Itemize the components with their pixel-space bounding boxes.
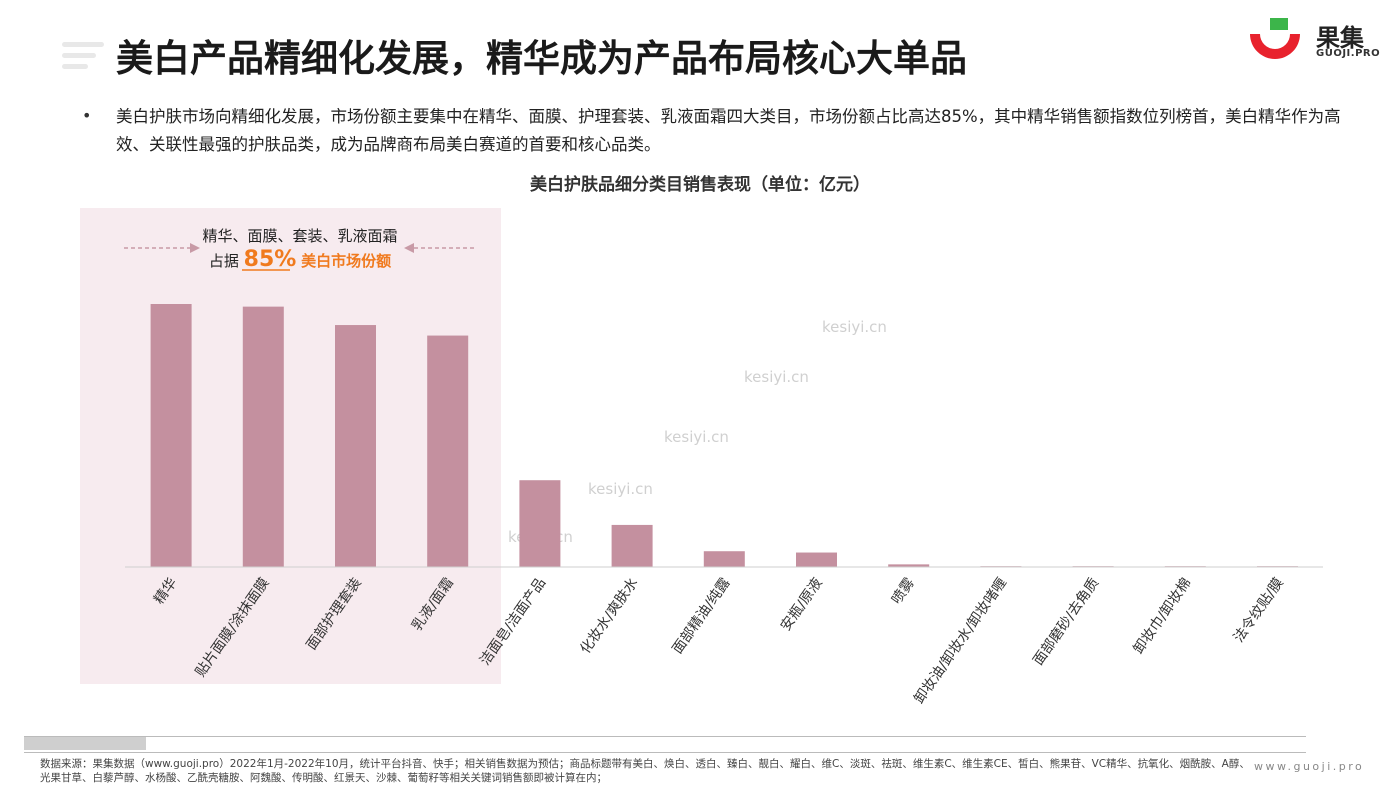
highlight-line2: 占据 85% 美白市场份额 [209,247,391,272]
bar [888,564,930,567]
chart-title: 美白护肤品细分类目销售表现（单位：亿元） [530,175,870,195]
bar [335,325,376,567]
highlight-line1: 精华、面膜、套装、乳液面霜 [202,227,397,245]
bar [611,524,653,567]
bar [703,551,745,567]
x-tick-label: 化妆水/爽肤水 [577,575,641,657]
bar [150,304,192,567]
page-title: 美白产品精细化发展，精华成为产品布局核心大单品 [116,37,967,80]
watermark-text: kesiyi.cn [822,318,887,336]
x-tick-label: 面部磨砂/去角质 [1030,575,1102,668]
watermark-text: kesiyi.cn [588,480,653,498]
bullet-text: 美白护肤市场向精细化发展，市场份额主要集中在精华、面膜、护理套装、乳液面霜四大类… [116,107,1341,154]
footer-gray-block [24,737,146,750]
source-note: 数据来源：果集数据（www.guoji.pro）2022年1月-2022年10月… [40,758,1250,784]
logo-en-text: GUOJI.PRO [1316,48,1381,59]
highlight-prefix: 占据 [209,252,239,270]
highlight-value: 85% [244,247,297,272]
x-tick-label: 安瓶/原液 [778,575,826,634]
title-decoration-icon [62,42,104,70]
watermark-text: kesiyi.cn [664,428,729,446]
watermark-text: kesiyi.cn [744,368,809,386]
x-tick-label: 卸妆巾/卸妆棉 [1130,575,1195,657]
bar [796,552,837,567]
bar [242,306,284,567]
footer-line [24,752,1306,753]
bar [519,480,561,567]
x-tick-label: 法令纹贴/膜 [1231,575,1287,645]
guoji-logo-icon [1250,18,1300,59]
highlight-suffix: 美白市场份额 [301,252,391,270]
x-tick-label: 喷雾 [889,575,918,607]
footer-divider [24,736,1306,751]
highlight-arrows-icon [124,243,476,253]
x-tick-label: 卸妆油/卸妆水/卸妆啫喱 [911,575,1010,707]
site-url: www.guoji.pro [1254,760,1365,773]
x-tick-label: 面部精油/纯露 [670,575,734,657]
bar [427,335,469,567]
logo-cn-text: 果集 [1316,24,1364,52]
bullet-dot-icon: • [82,106,92,125]
